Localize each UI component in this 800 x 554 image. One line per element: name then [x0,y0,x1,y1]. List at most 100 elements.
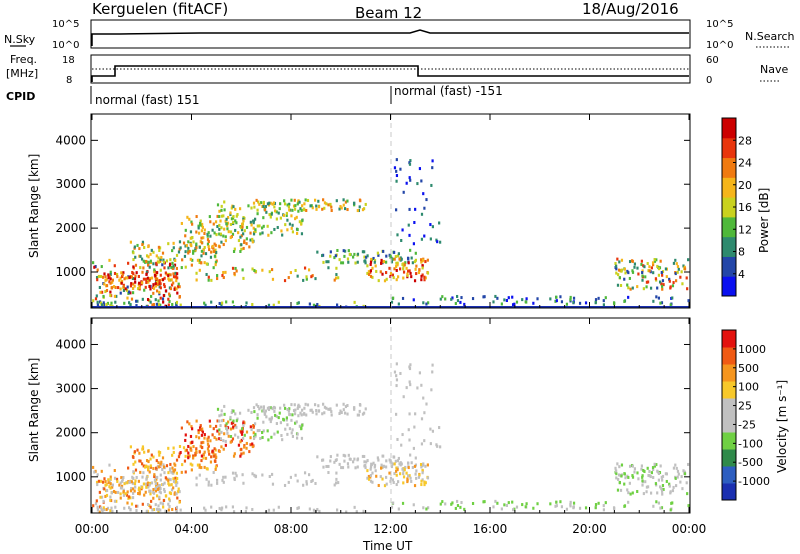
colorbar-cell [722,276,736,297]
power-echo [524,300,527,304]
velocity-echo [216,419,219,423]
power-echo [672,281,675,285]
power-echo [108,280,111,284]
velocity-echo [431,429,435,433]
power-echo [132,265,135,269]
velocity-echo [135,509,138,513]
power-echo [631,286,634,290]
velocity-echo [175,492,178,496]
velocity-echo [306,403,310,407]
velocity-echo [325,464,328,468]
power-echo [198,221,202,225]
velocity-echo [374,469,377,473]
velocity-echo [327,471,330,475]
power-echo [203,301,206,305]
power-echo [275,217,278,221]
velocity-echo [142,464,145,468]
power-echo [171,266,174,270]
power-echo [184,228,187,232]
power-echo [431,166,434,170]
velocity-echo [195,419,198,423]
velocity-echo [669,490,672,494]
velocity-echo [142,482,146,486]
velocity-echo [135,504,138,508]
velocity-echo [394,459,397,463]
power-echo [525,297,528,301]
velocity-echo [130,486,133,490]
power-echo [203,232,206,236]
velocity-echo [143,493,146,497]
velocity-echo [683,472,687,476]
velocity-echo [650,471,653,475]
power-echo [296,202,299,206]
power-echo [572,296,576,300]
velocity-echo [631,475,635,479]
power-data-points [92,158,690,309]
power-echo [168,300,171,304]
velocity-echo [620,474,623,478]
power-echo [393,257,396,261]
power-echo [649,286,653,290]
velocity-echo [122,490,125,494]
velocity-echo [642,468,645,472]
velocity-echo [222,439,225,443]
velocity-echo [240,432,244,436]
velocity-echo [94,502,98,506]
velocity-echo [399,371,402,375]
velocity-echo [242,436,245,440]
velocity-echo [144,490,147,494]
velocity-echo [168,468,172,472]
power-echo [309,204,312,208]
velocity-echo [402,475,406,479]
power-echo [325,202,328,206]
velocity-echo [423,411,426,415]
nsky-label: N.Sky [4,33,36,46]
velocity-echo [134,468,138,472]
velocity-echo [203,506,206,510]
velocity-echo [399,463,402,467]
velocity-echo [226,431,229,435]
power-echo [203,228,206,232]
velocity-echo [367,474,371,478]
velocity-echo [631,474,634,478]
power-echo [209,234,212,238]
colorbar-tick-label: -1000 [738,475,770,488]
power-echo [178,285,181,289]
velocity-echo [314,481,317,485]
power-echo [415,272,418,276]
velocity-echo [198,465,201,469]
power-echo [175,287,178,291]
velocity-echo [420,383,423,387]
velocity-echo [114,505,117,509]
velocity-echo [401,501,405,505]
power-echo [123,301,126,305]
velocity-echo [340,466,343,470]
velocity-echo [153,478,157,482]
power-echo [213,242,216,246]
power-echo [234,207,237,211]
power-echo [285,213,288,217]
power-echo [356,260,359,264]
velocity-echo [492,505,495,509]
power-echo [132,258,135,262]
power-echo [118,278,121,282]
power-echo [389,254,392,258]
power-echo [492,300,495,304]
power-echo [138,247,141,251]
power-echo [152,291,155,295]
velocity-echo [311,478,314,482]
velocity-echo [195,435,198,439]
power-echo [405,266,408,270]
velocity-echo [283,406,287,410]
velocity-echo [369,475,372,479]
velocity-echo [157,508,161,512]
velocity-echo [224,424,227,428]
power-echo [185,244,188,248]
velocity-echo [369,465,373,469]
power-echo [153,268,156,272]
velocity-echo [565,507,569,511]
velocity-echo [124,492,127,496]
power-echo [364,261,367,265]
power-echo [200,249,203,253]
